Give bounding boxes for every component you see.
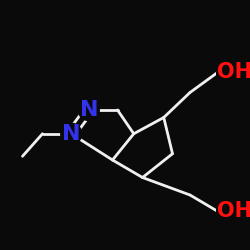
Text: OH: OH bbox=[218, 62, 250, 82]
Text: N: N bbox=[62, 124, 80, 144]
Circle shape bbox=[61, 123, 82, 144]
Circle shape bbox=[78, 100, 99, 120]
Text: OH: OH bbox=[218, 201, 250, 221]
FancyBboxPatch shape bbox=[216, 200, 246, 222]
Text: N: N bbox=[80, 100, 98, 120]
FancyBboxPatch shape bbox=[216, 61, 246, 84]
